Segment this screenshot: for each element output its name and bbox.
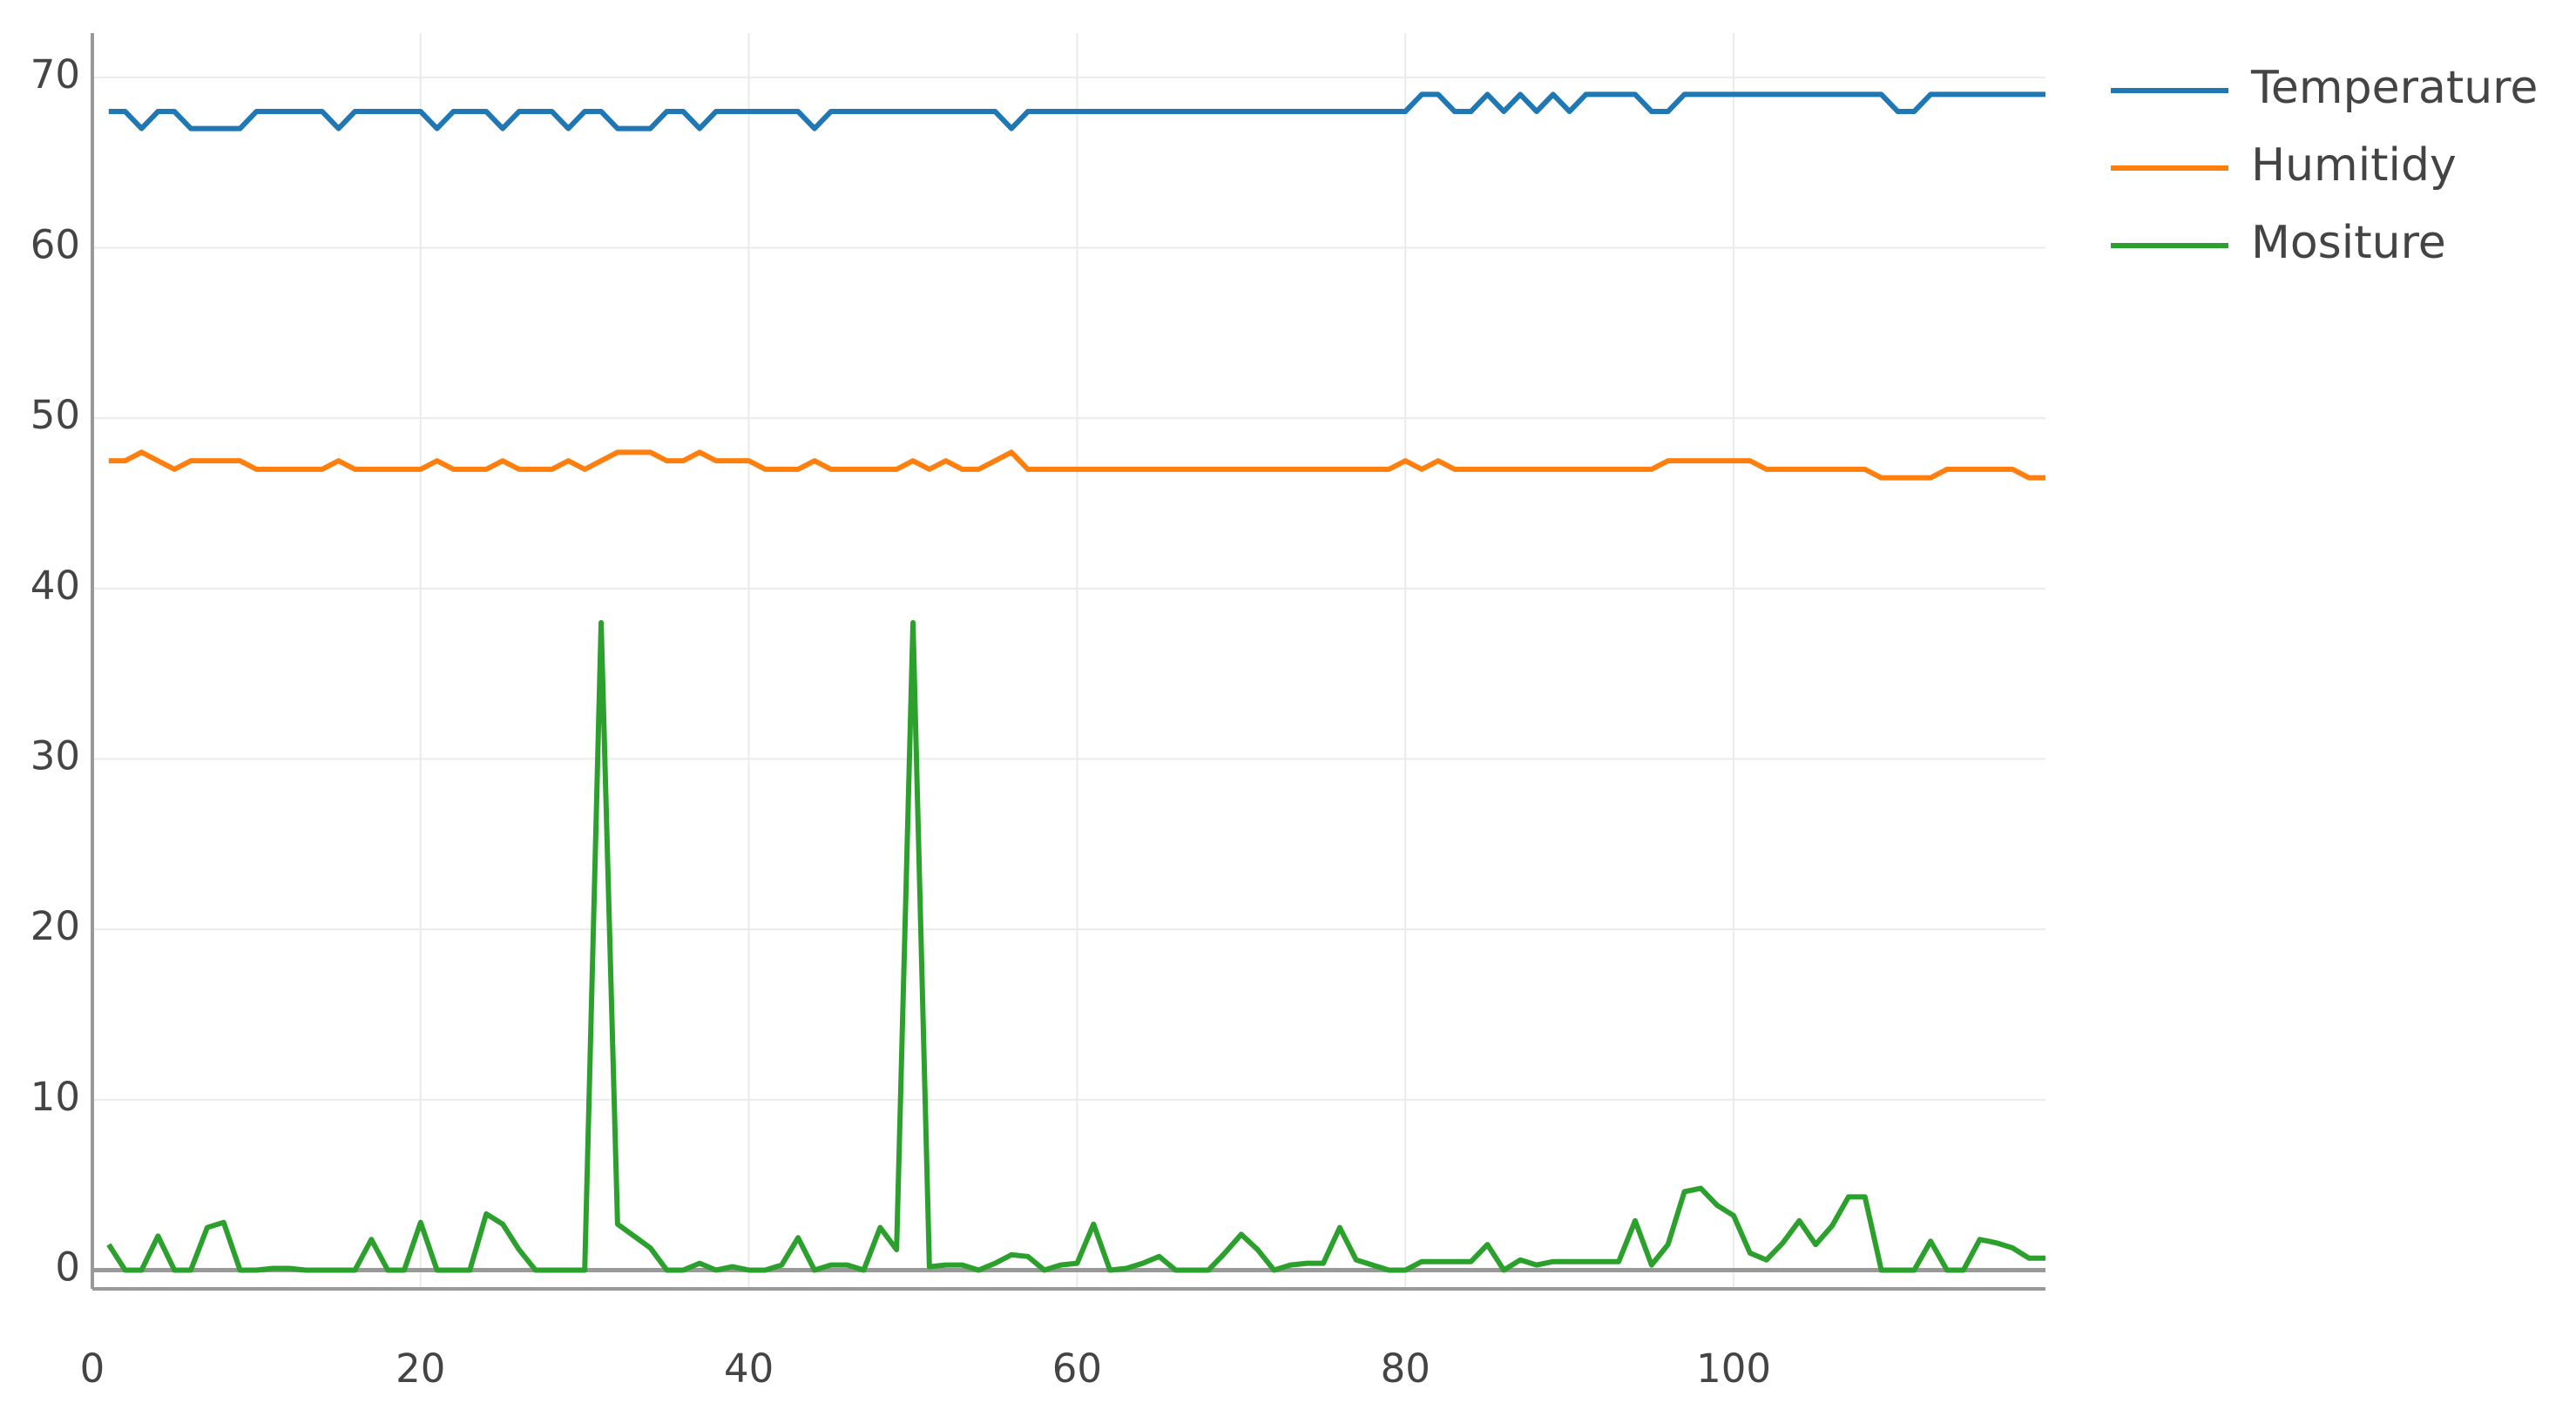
legend-label: Humitidy — [2251, 139, 2457, 192]
y-tick-label: 20 — [30, 903, 80, 949]
legend-label: Temperature — [2250, 62, 2538, 114]
series-line — [108, 449, 2045, 481]
y-tick-label: 40 — [30, 563, 80, 609]
x-tick-label: 60 — [1052, 1345, 1102, 1392]
x-tick-label: 0 — [80, 1345, 105, 1392]
x-tick-label: 100 — [1696, 1345, 1771, 1392]
y-tick-label: 30 — [30, 733, 80, 779]
x-tick-label: 20 — [396, 1345, 445, 1392]
series-line — [108, 91, 2045, 131]
y-tick-label: 60 — [30, 222, 80, 268]
y-tick-label: 50 — [30, 392, 80, 438]
series-line — [106, 619, 2045, 1273]
legend-label: Mositure — [2251, 217, 2446, 269]
x-tick-label: 40 — [724, 1345, 774, 1392]
y-tick-label: 10 — [30, 1074, 80, 1120]
x-tick-label: 80 — [1381, 1345, 1430, 1392]
y-tick-label: 70 — [30, 51, 80, 98]
y-tick-label: 0 — [55, 1244, 80, 1290]
